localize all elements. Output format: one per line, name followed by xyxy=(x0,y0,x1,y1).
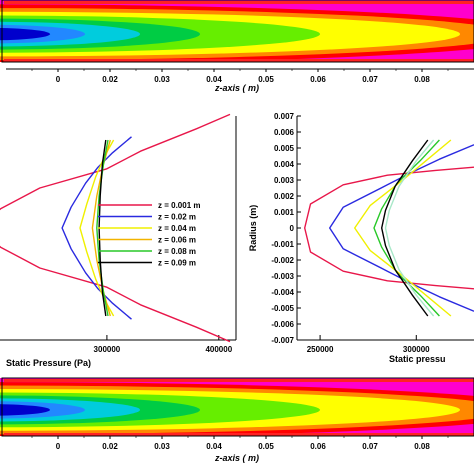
x-tick-label: 0.02 xyxy=(102,442,118,451)
right-profile-plot: 0.007 0.006 0.005 0.004 0.003 0.002 0.001 0 -0.0… xyxy=(248,112,474,364)
contour-field xyxy=(0,378,474,436)
series-line-0 xyxy=(0,113,231,343)
legend: z = 0.001 m z = 0.02 m z = 0.04 m z = 0.06 … xyxy=(98,201,200,268)
y-tick-label: 0.003 xyxy=(274,176,295,185)
series-line-2 xyxy=(354,139,452,317)
x-tick-label: 0.04 xyxy=(206,442,222,451)
contour-band xyxy=(4,1,474,4)
y-tick-label: 0.004 xyxy=(274,160,295,169)
legend-label: z = 0.02 m xyxy=(158,213,196,222)
y-tick-label: -0.005 xyxy=(271,304,294,313)
x-tick-label: 0.04 xyxy=(206,75,222,84)
x-tick-label: 0 xyxy=(56,75,61,84)
y-tick-label: 0.006 xyxy=(274,128,295,137)
series-line-2 xyxy=(79,139,115,317)
x-tick-label: 0.07 xyxy=(362,442,378,451)
y-tick-label: -0.003 xyxy=(271,272,294,281)
x-axis-label: z-axis ( m) xyxy=(214,453,259,463)
series-line-4 xyxy=(381,139,429,317)
x-tick-label: 400000 xyxy=(205,345,232,354)
x-tick-label: 300000 xyxy=(403,345,430,354)
legend-label: z = 0.06 m xyxy=(158,236,196,245)
x-tick-label: 0.08 xyxy=(414,442,430,451)
y-tick-label: -0.002 xyxy=(271,256,294,265)
series-line-1 xyxy=(329,144,474,312)
contour-band xyxy=(0,27,50,41)
x-tick-label: 0.07 xyxy=(362,75,378,84)
series-line-5 xyxy=(384,139,435,317)
x-tick-label: 0.05 xyxy=(258,442,274,451)
y-tick-label: 0.001 xyxy=(274,208,295,217)
x-tick-label: 0.06 xyxy=(310,75,326,84)
x-tick-label: 0.08 xyxy=(414,75,430,84)
y-tick-label: 0.002 xyxy=(274,192,295,201)
x-axis-label: Static pressu xyxy=(389,354,446,364)
contour-frame xyxy=(1,0,474,63)
contour-band xyxy=(4,59,474,62)
series-line-4 xyxy=(96,139,109,317)
y-tick-label: 0.005 xyxy=(274,144,295,153)
x-tick-label: 0.03 xyxy=(154,75,170,84)
x-tick-label: 0.02 xyxy=(102,75,118,84)
y-tick-label: -0.006 xyxy=(271,320,294,329)
plot-area xyxy=(304,139,474,317)
x-tick-label: 300000 xyxy=(94,345,121,354)
contour-band xyxy=(4,433,474,436)
legend-label: z = 0.09 m xyxy=(158,259,196,268)
y-tick-label: -0.001 xyxy=(271,240,294,249)
bottom-contour: 0 0.02 0.03 0.04 0.05 0.06 0.07 0.08 z-axis ( m) xyxy=(0,377,474,463)
legend-label: z = 0.04 m xyxy=(158,224,196,233)
top-contour: 0 0.02 0.03 0.04 0.05 0.06 0.07 0.08 z-axis ( m) xyxy=(0,0,474,93)
y-tick-label: 0.007 xyxy=(274,112,295,121)
legend-label: z = 0.001 m xyxy=(158,201,200,210)
x-axis-label: Static Pressure (Pa) xyxy=(6,358,91,368)
legend-label: z = 0.08 m xyxy=(158,247,196,256)
series-line-3 xyxy=(373,139,440,317)
y-tick-label: -0.004 xyxy=(271,288,294,297)
x-tick-label: 0.06 xyxy=(310,442,326,451)
x-tick-label: 0.05 xyxy=(258,75,274,84)
y-tick-label: -0.007 xyxy=(271,336,294,345)
contour-band xyxy=(0,404,50,416)
contour-field xyxy=(0,0,474,62)
contour-band xyxy=(4,379,474,382)
y-tick-label: 0 xyxy=(290,224,295,233)
x-tick-label: 0.03 xyxy=(154,442,170,451)
x-axis-label: z-axis ( m) xyxy=(214,83,259,93)
x-tick-label: 0 xyxy=(56,442,61,451)
x-tick-label: 250000 xyxy=(307,345,334,354)
y-axis-label: Radius (m) xyxy=(248,205,258,252)
